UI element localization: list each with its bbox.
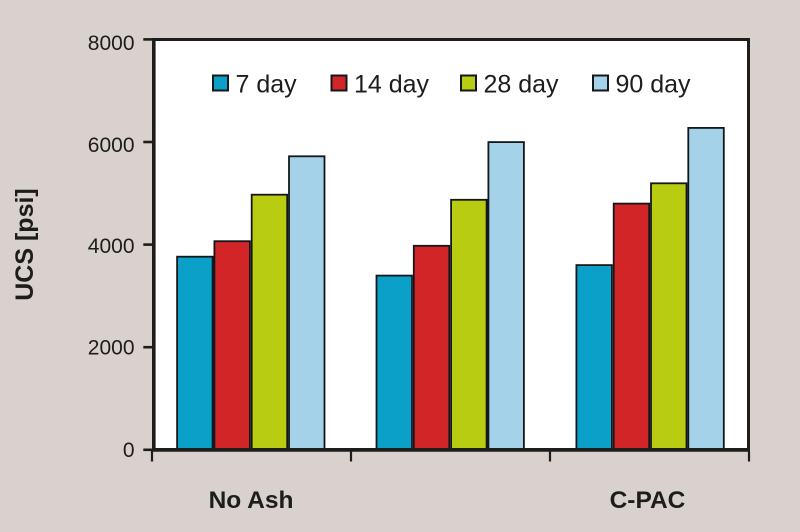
- svg-text:C-PAC: C-PAC: [610, 487, 686, 514]
- svg-text:14 day: 14 day: [354, 71, 430, 99]
- svg-text:4000: 4000: [88, 235, 135, 258]
- svg-text:0: 0: [123, 439, 135, 462]
- svg-text:No Ash: No Ash: [209, 487, 294, 514]
- svg-text:UCS [psi]: UCS [psi]: [11, 188, 39, 301]
- svg-text:2000: 2000: [88, 337, 135, 360]
- svg-text:90 day: 90 day: [616, 71, 692, 99]
- svg-text:28 day: 28 day: [484, 71, 560, 99]
- svg-text:8000: 8000: [88, 32, 135, 55]
- svg-text:6000: 6000: [88, 134, 135, 157]
- svg-text:7 day: 7 day: [236, 71, 298, 99]
